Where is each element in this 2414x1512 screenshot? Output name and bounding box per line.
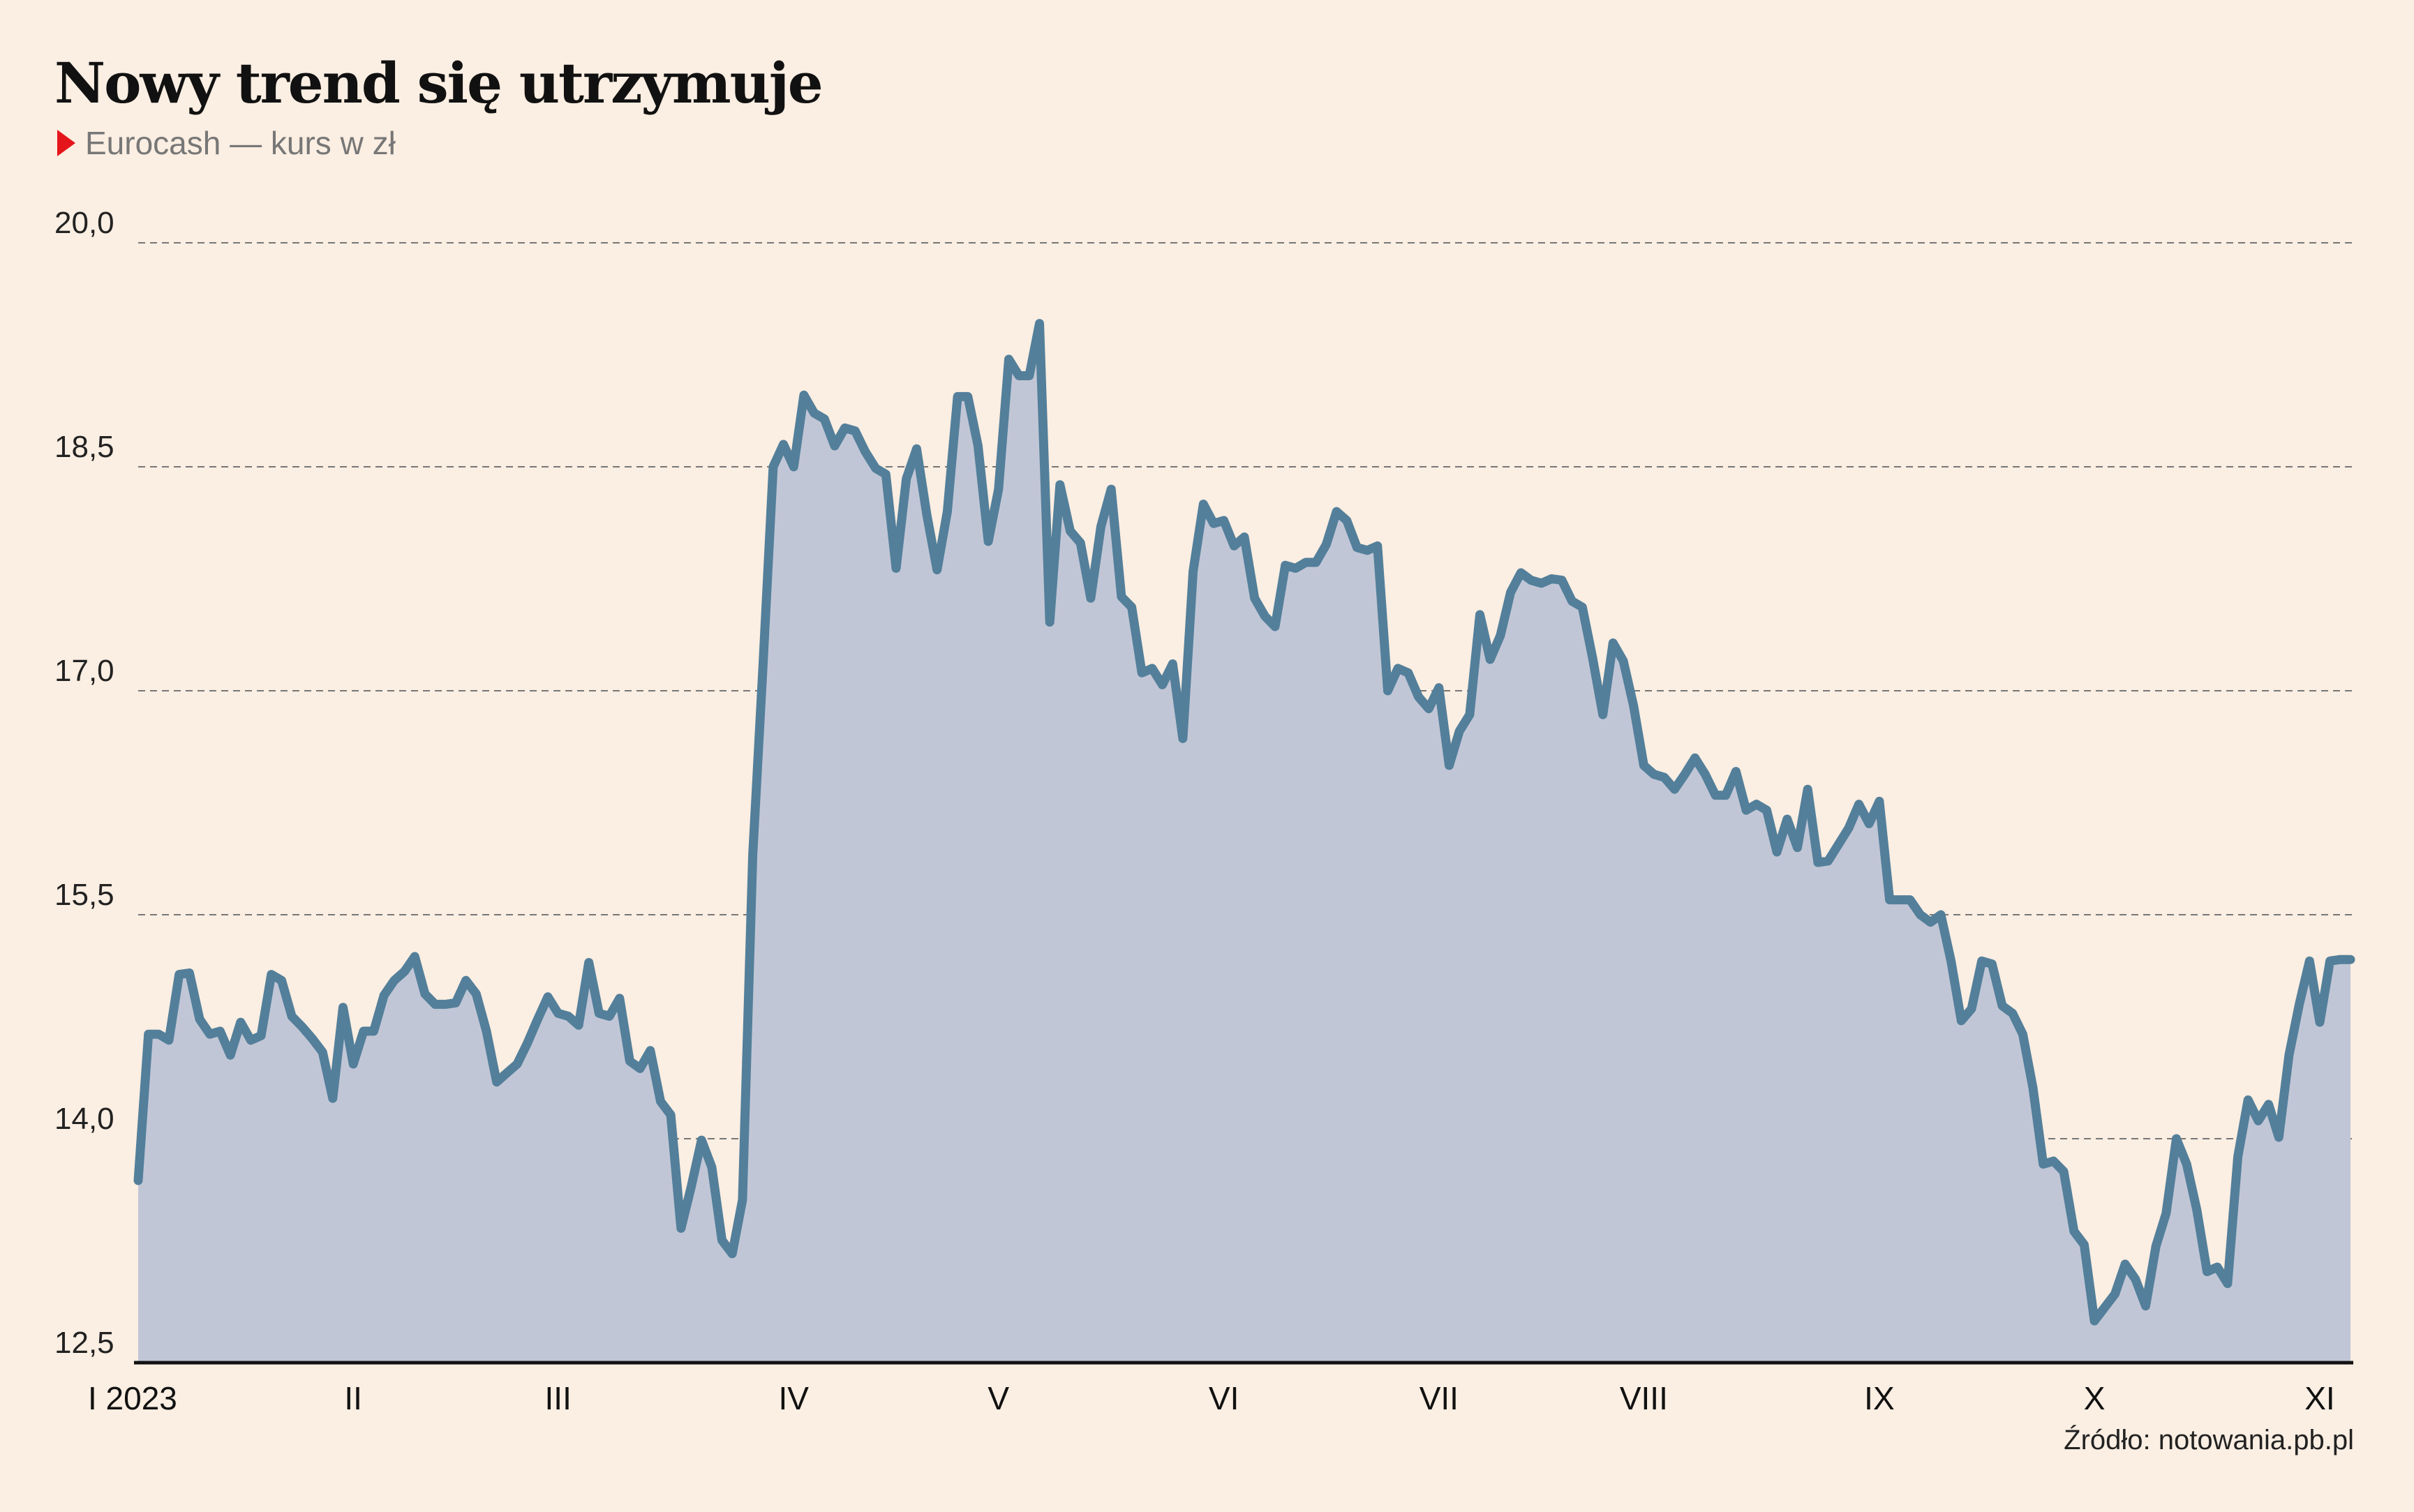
x-tick-label: VI (1209, 1380, 1239, 1416)
red-triangle-icon (57, 130, 75, 156)
chart-title: Nowy trend się utrzymuje (54, 50, 824, 116)
x-tick-label: VIII (1620, 1380, 1668, 1416)
x-tick-label: III (545, 1380, 572, 1416)
x-tick-label: VII (1420, 1380, 1459, 1416)
price-area (138, 323, 2350, 1363)
y-tick-label: 20,0 (54, 206, 114, 240)
area-layer (138, 323, 2350, 1363)
y-tick-label: 15,5 (54, 878, 114, 912)
x-tick-label: XI (2304, 1380, 2334, 1416)
line-layer (133, 319, 2355, 1326)
source-note: Źródło: notowania.pb.pl (2064, 1425, 2354, 1455)
x-tick-label: I 2023 (88, 1380, 177, 1416)
y-tick-label: 18,5 (54, 430, 114, 464)
x-tick-label: II (344, 1380, 362, 1416)
x-tick-label: V (988, 1380, 1009, 1416)
subtitle-text: Eurocash — kurs w zł (85, 125, 396, 161)
price-line (133, 319, 2355, 1326)
x-axis-ticks: I 2023 II III IV V VI VII VIII IX X XI (88, 1380, 2335, 1416)
y-tick-label: 14,0 (54, 1102, 114, 1136)
y-tick-label: 17,0 (54, 654, 114, 688)
x-tick-label: IX (1864, 1380, 1894, 1416)
y-axis-ticks: 12,5 14,0 15,5 17,0 18,5 20,0 (54, 206, 114, 1360)
y-tick-label: 12,5 (54, 1326, 114, 1360)
chart-subtitle: Eurocash — kurs w zł (57, 124, 396, 162)
x-tick-label: IV (779, 1380, 810, 1416)
x-tick-label: X (2084, 1380, 2106, 1416)
